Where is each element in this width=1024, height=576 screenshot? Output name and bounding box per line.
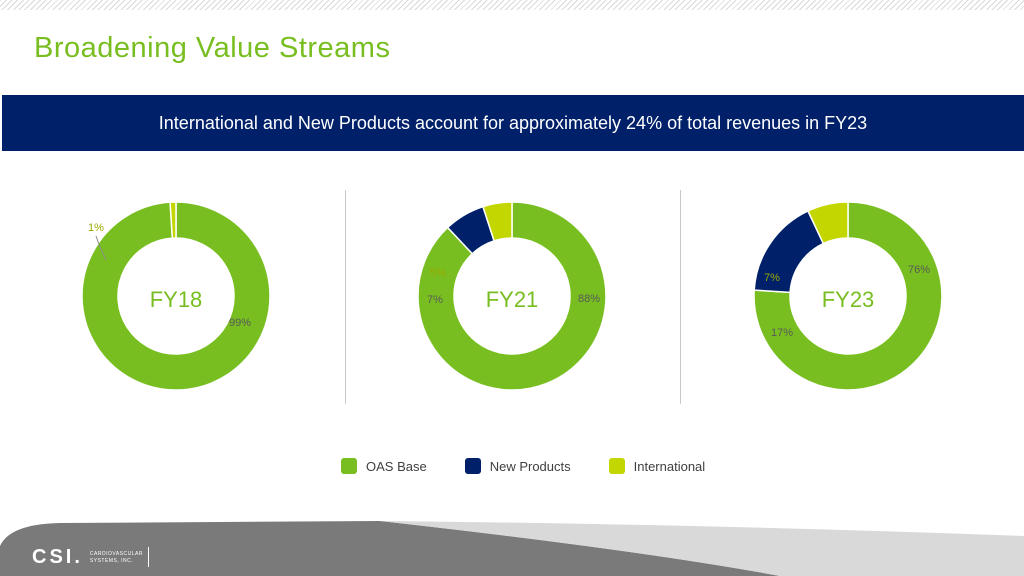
- donut-slice-oas-base: [417, 201, 607, 391]
- logo-line: CARDIOVASCULAR: [89, 550, 143, 557]
- legend-swatch: [608, 458, 625, 474]
- donut-slice-international: [169, 201, 177, 239]
- legend-item-oas-base: OAS Base: [341, 458, 427, 474]
- legend-label: New Products: [489, 458, 571, 474]
- logo-mark: CSI.: [32, 546, 83, 568]
- legend-label: International: [633, 458, 706, 474]
- legend-swatch: [464, 458, 481, 474]
- legend-swatch: [341, 458, 357, 474]
- slice-label: 99%: [229, 317, 251, 329]
- slice-label: 17%: [771, 327, 793, 339]
- slice-label: 88%: [578, 293, 600, 305]
- donut-slice-oas-base: [81, 201, 271, 391]
- summary-banner: International and New Products account f…: [2, 95, 1024, 151]
- footer-band: [0, 521, 1024, 576]
- summary-banner-text: International and New Products account f…: [158, 112, 868, 133]
- donut-slice-oas-base: [753, 201, 943, 391]
- donut-center-label: FY18: [150, 287, 203, 312]
- legend-item-new-products: New Products: [464, 458, 571, 474]
- logo-separator: [148, 547, 149, 567]
- chart-legend: OAS Base New Products International: [341, 458, 705, 474]
- slide-title: Broadening Value Streams: [34, 32, 391, 64]
- donut-center-label: FY21: [486, 287, 539, 312]
- slice-label: 5%: [430, 267, 446, 279]
- slice-label: 7%: [764, 272, 780, 284]
- label-leader-line: [95, 235, 107, 261]
- logo-line: SYSTEMS, INC.: [89, 557, 134, 564]
- donut-center-label: FY23: [822, 287, 875, 312]
- slice-label: 1%: [88, 222, 104, 234]
- donut-slice-international: [482, 201, 513, 242]
- top-hatch-decoration: [0, 0, 1024, 10]
- slice-label: 7%: [427, 294, 443, 306]
- chart-divider: [680, 190, 681, 404]
- logo-text: CARDIOVASCULAR SYSTEMS, INC.: [89, 550, 143, 565]
- chart-divider: [345, 190, 346, 404]
- company-logo: CSI. CARDIOVASCULAR SYSTEMS, INC.: [32, 546, 143, 569]
- slice-label: 76%: [908, 264, 930, 276]
- donut-slice-international: [806, 201, 849, 245]
- legend-item-international: International: [608, 458, 706, 474]
- legend-label: OAS Base: [366, 458, 427, 474]
